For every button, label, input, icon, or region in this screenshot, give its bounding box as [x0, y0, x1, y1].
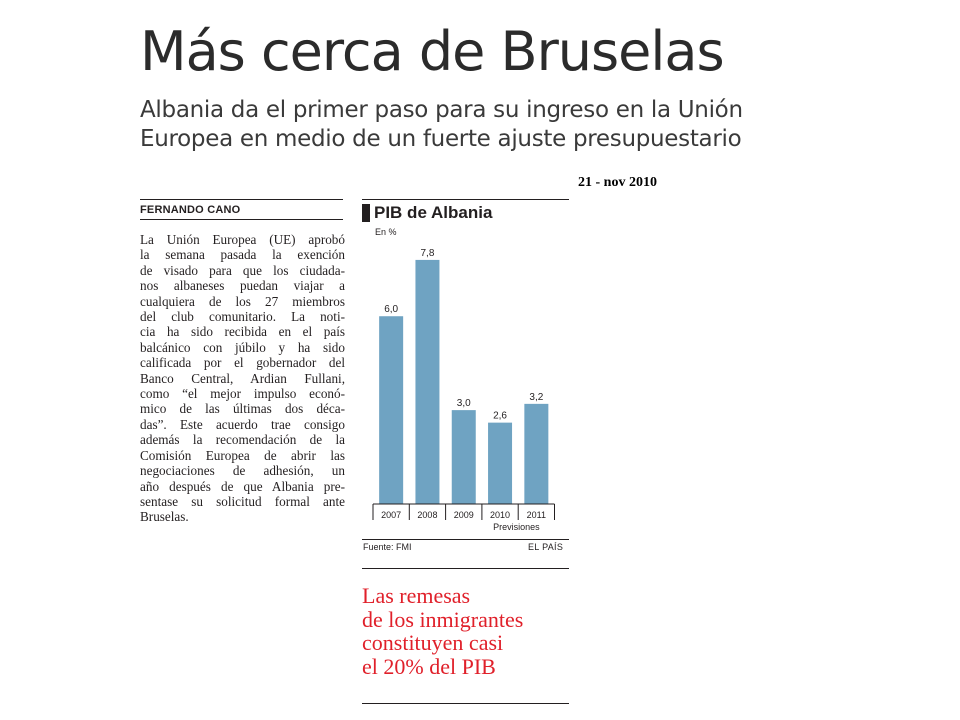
- article-body: La Unión Europea (UE) aprobó la semana pa…: [140, 232, 345, 525]
- article-line: negociaciones de adhesión, un: [140, 463, 345, 479]
- article-line: cia ha sido recibida en el país: [140, 324, 345, 340]
- bar-2007: [379, 316, 404, 504]
- article-line: calificada por el gobernador del: [140, 355, 345, 371]
- byline: FERNANDO CANO: [140, 204, 241, 216]
- article-line: Comisión Europea de abrir las: [140, 447, 345, 463]
- byline-bottom-rule: [140, 219, 343, 220]
- bar-value-label: 6,0: [384, 304, 398, 315]
- article-line: año después de que Albania pre-: [140, 478, 345, 494]
- chart-top-rule: [362, 199, 569, 200]
- x-tick-label: 2010: [490, 510, 510, 520]
- pull-quote-bottom-rule: [362, 703, 569, 704]
- bar-value-label: 3,2: [529, 392, 543, 403]
- article-line: mico de las últimas dos déca-: [140, 401, 345, 417]
- pull-quote-line: de los inmigrantes: [362, 606, 524, 632]
- bar-value-label: 3,0: [457, 398, 471, 409]
- article-line: además la recomendación de la: [140, 432, 345, 448]
- chart-title: PIB de Albania: [374, 203, 493, 222]
- chart-footer-rule: [362, 539, 569, 540]
- bar-2008: [415, 259, 440, 504]
- chart-credit: EL PAÍS: [528, 542, 564, 552]
- bar-value-label: 2,6: [493, 411, 507, 422]
- x-tick-label: 2008: [417, 510, 437, 520]
- bar-value-label: 7,8: [420, 248, 434, 259]
- bar-2009: [451, 410, 476, 504]
- pull-quote-top-rule: [362, 568, 569, 569]
- forecast-note: Previsiones: [493, 522, 540, 532]
- article-line: de visado para que los ciudada-: [140, 262, 345, 278]
- chart-title-marker: [362, 204, 370, 222]
- x-tick-label: 2007: [381, 510, 401, 520]
- date-note: 21 - nov 2010: [578, 175, 657, 190]
- pull-quote-line: el 20% del PIB: [362, 653, 496, 679]
- pull-quote-line: Las remesas: [362, 583, 471, 608]
- article-line: sentase su solicitud formal ante: [140, 493, 345, 509]
- article-line: balcánico con júbilo y ha sido: [140, 339, 345, 355]
- article-line: cualquiera de los 27 miembros: [140, 293, 345, 309]
- bar-2010: [488, 422, 513, 504]
- article-line: del club comunitario. La noti-: [140, 309, 345, 325]
- article-line: Bruselas.: [140, 509, 189, 525]
- article-line: la semana pasada la exención: [140, 247, 345, 263]
- article-line: Banco Central, Ardian Fullani,: [140, 370, 345, 386]
- article-line: nos albaneses puedan viajar a: [140, 278, 345, 294]
- article-line: das”. Este acuerdo trae consigo: [140, 416, 345, 432]
- bar-2011: [524, 403, 549, 504]
- chart-source: Fuente: FMI: [363, 542, 412, 552]
- pull-quote-line: constituyen casi: [362, 630, 504, 655]
- pull-quote: Las remesas de los inmigrantes constituyen…: [362, 584, 572, 678]
- x-tick-label: 2009: [454, 510, 474, 520]
- x-tick-label: 2011: [527, 510, 546, 520]
- article-line: La Unión Europea (UE) aprobó: [140, 232, 345, 247]
- gdp-bar-chart: 6,0 2007 7,8 2008 3,0 2009 2,6 2010 3,2 2011 Previ…: [372, 248, 555, 532]
- byline-top-rule: [140, 199, 343, 200]
- subheadline: Albania da el primer paso para su ingres…: [140, 97, 743, 152]
- headline: Más cerca de Bruselas: [140, 20, 725, 83]
- chart-unit-label: En %: [375, 227, 397, 237]
- article-line: como “el mejor impulso econó-: [140, 386, 345, 402]
